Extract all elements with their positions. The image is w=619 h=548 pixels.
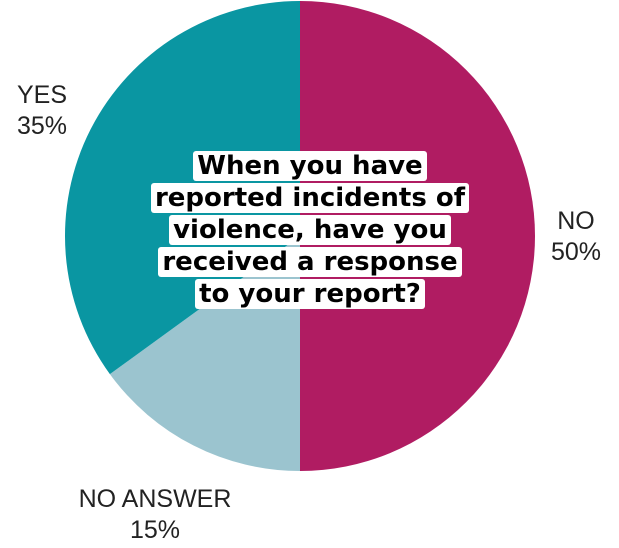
slice-label-no: NO 50%: [536, 206, 616, 268]
slice-label-no-answer-value: 15%: [129, 516, 181, 544]
chart-title-text: When you have reported incidents of viol…: [150, 151, 470, 309]
slice-label-no-value: 50%: [550, 238, 602, 266]
slice-label-yes-name: YES: [16, 81, 68, 109]
slice-label-no-answer-name: NO ANSWER: [78, 485, 232, 513]
slice-label-no-name: NO: [557, 207, 595, 235]
chart-title: When you have reported incidents of viol…: [150, 150, 470, 310]
slice-label-yes-value: 35%: [16, 112, 68, 140]
slice-label-yes: YES 35%: [2, 80, 82, 142]
slice-label-no-answer: NO ANSWER 15%: [40, 484, 270, 546]
